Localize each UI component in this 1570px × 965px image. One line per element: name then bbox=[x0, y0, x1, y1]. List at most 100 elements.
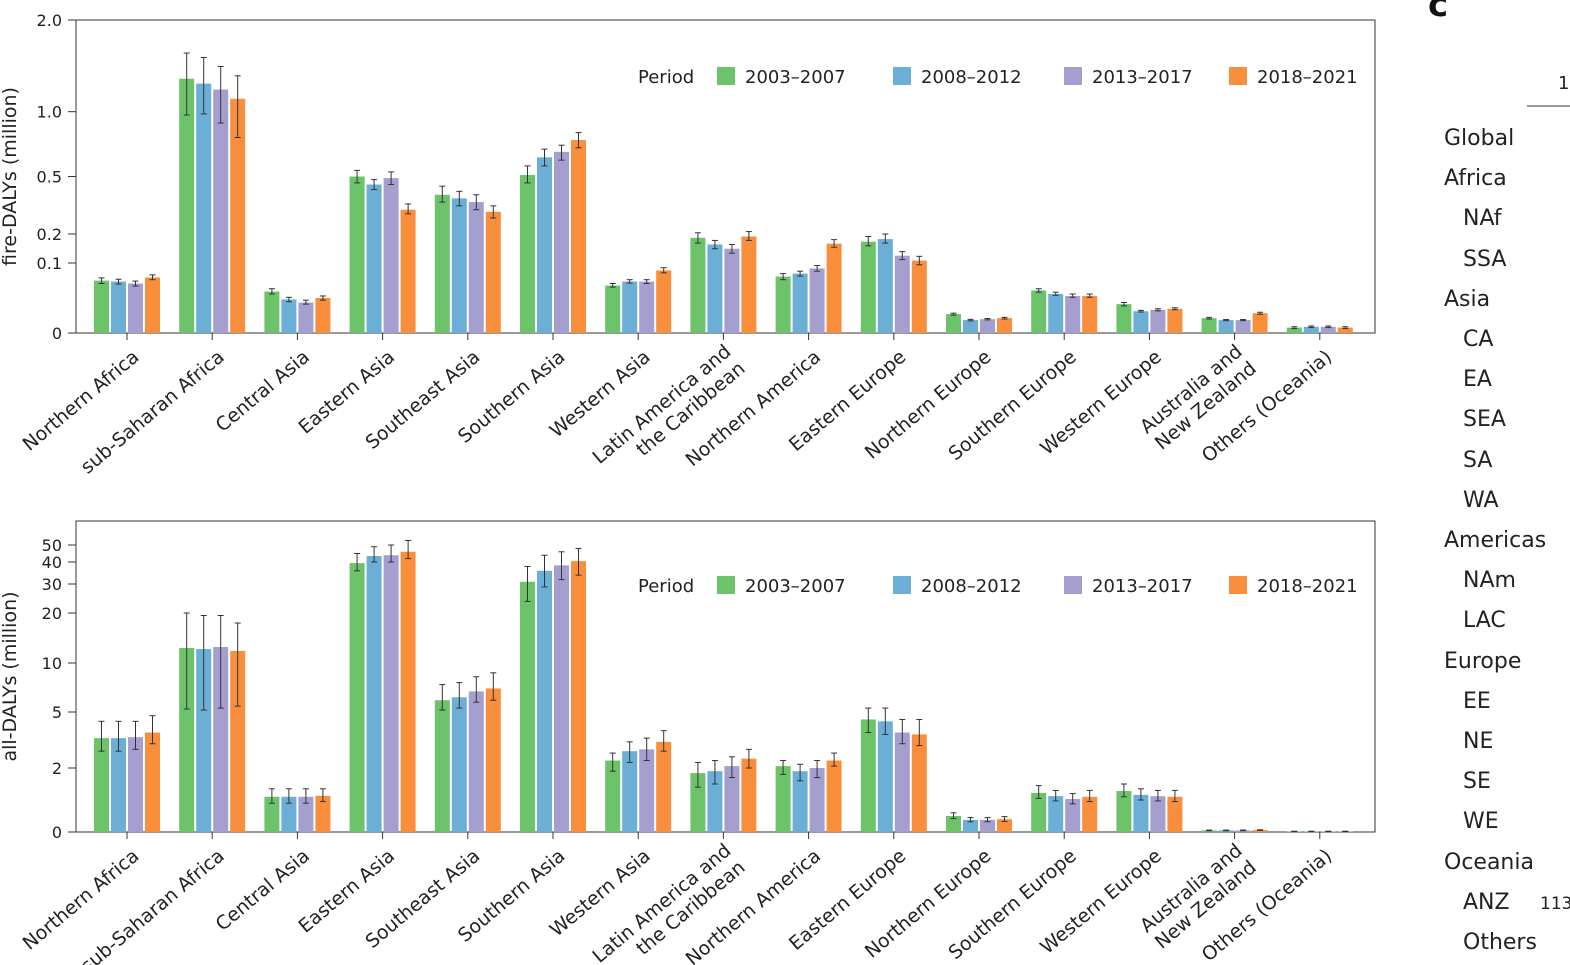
bar bbox=[315, 298, 331, 333]
bar bbox=[554, 565, 569, 832]
legend-swatch bbox=[1229, 576, 1247, 594]
legend-title: Period bbox=[638, 576, 694, 597]
bar bbox=[775, 276, 791, 333]
row-label: Others bbox=[1463, 930, 1537, 955]
bar bbox=[1116, 791, 1132, 832]
row-label: EE bbox=[1463, 688, 1491, 714]
bar bbox=[434, 194, 450, 333]
bar bbox=[264, 291, 280, 333]
bar bbox=[349, 563, 365, 832]
bar bbox=[775, 766, 791, 832]
bar bbox=[707, 771, 723, 832]
bar bbox=[1065, 295, 1081, 333]
bar bbox=[946, 816, 961, 832]
legend-label: 2013–2017 bbox=[1092, 576, 1193, 597]
bar bbox=[213, 89, 229, 333]
bar bbox=[1116, 304, 1132, 333]
bar bbox=[571, 140, 586, 333]
row-label: Americas bbox=[1444, 528, 1547, 553]
y-axis-label: fire-DALYs (million) bbox=[0, 87, 21, 266]
bar bbox=[877, 239, 893, 333]
bar bbox=[264, 796, 280, 832]
bar bbox=[1150, 796, 1166, 832]
bar bbox=[1337, 327, 1353, 333]
legend-swatch bbox=[893, 576, 911, 594]
bar bbox=[230, 651, 246, 832]
bar bbox=[520, 174, 535, 333]
row-label: ANZ bbox=[1463, 889, 1510, 915]
legend-swatch bbox=[1064, 67, 1082, 85]
bar bbox=[1133, 794, 1149, 832]
bar bbox=[94, 280, 109, 333]
legend-swatch bbox=[1229, 67, 1247, 85]
legend-label: 2003–2007 bbox=[745, 576, 846, 597]
bar bbox=[741, 758, 757, 832]
bar bbox=[1303, 326, 1319, 333]
bar bbox=[792, 771, 808, 832]
x-tick-label: Latin America andthe Caribbean bbox=[589, 340, 750, 485]
legend-label: 2003–2007 bbox=[745, 67, 846, 88]
bar bbox=[894, 732, 910, 832]
legend-swatch bbox=[893, 67, 911, 85]
row-label: SE bbox=[1463, 769, 1491, 795]
y-tick-label: 40 bbox=[42, 553, 62, 572]
bar bbox=[537, 570, 552, 832]
bar bbox=[826, 243, 842, 333]
bar bbox=[724, 766, 740, 832]
panel-label: c bbox=[1428, 0, 1448, 25]
bar bbox=[809, 268, 825, 333]
legend-title: Period bbox=[638, 67, 694, 88]
bar bbox=[1252, 830, 1268, 832]
y-tick-label: 20 bbox=[42, 604, 62, 623]
bar bbox=[690, 773, 706, 832]
y-tick-label: 30 bbox=[42, 575, 62, 594]
bar bbox=[1201, 318, 1217, 333]
bar bbox=[196, 83, 212, 333]
row-label: SEA bbox=[1463, 407, 1506, 433]
legend-label: 2008–2012 bbox=[921, 576, 1022, 597]
bar bbox=[485, 211, 501, 333]
y-axis-label: all-DALYs (million) bbox=[0, 591, 21, 761]
bar bbox=[656, 270, 672, 333]
y-tick-label: 5 bbox=[52, 703, 62, 722]
bar bbox=[111, 738, 126, 832]
row-label: Europe bbox=[1444, 648, 1522, 674]
row-label: SSA bbox=[1463, 246, 1507, 272]
bar bbox=[656, 741, 672, 832]
bar bbox=[1048, 796, 1064, 832]
bar bbox=[1031, 792, 1047, 832]
bar bbox=[485, 688, 501, 832]
bar bbox=[911, 734, 927, 832]
bar bbox=[826, 760, 842, 832]
row-label: Africa bbox=[1444, 166, 1507, 192]
bar bbox=[605, 760, 621, 832]
y-tick-label: 0.2 bbox=[37, 225, 62, 244]
y-tick-label: 0.1 bbox=[37, 254, 62, 273]
bar bbox=[639, 749, 655, 832]
bar bbox=[349, 176, 365, 333]
y-tick-label: 2.0 bbox=[37, 11, 62, 30]
row-label: Global bbox=[1444, 126, 1515, 151]
bar bbox=[451, 697, 467, 832]
bar bbox=[690, 237, 706, 333]
bar bbox=[400, 209, 416, 333]
bar bbox=[196, 649, 212, 832]
row-label: CA bbox=[1463, 327, 1494, 352]
bar bbox=[383, 555, 399, 832]
y-tick-label: 1.0 bbox=[37, 103, 62, 122]
row-label: EA bbox=[1463, 367, 1492, 393]
x-tick-label-line: sub-Saharan Africa bbox=[77, 346, 229, 479]
bar bbox=[1133, 311, 1149, 333]
row-label: Oceania bbox=[1444, 849, 1534, 875]
bar bbox=[383, 178, 399, 333]
bar bbox=[1150, 309, 1166, 333]
bar bbox=[809, 768, 825, 832]
bar bbox=[997, 318, 1012, 333]
bar bbox=[1031, 290, 1047, 333]
bar bbox=[145, 732, 160, 832]
bar bbox=[281, 796, 297, 832]
bar bbox=[980, 319, 995, 333]
x-tick-label-line: sub-Saharan Africa bbox=[77, 845, 229, 965]
